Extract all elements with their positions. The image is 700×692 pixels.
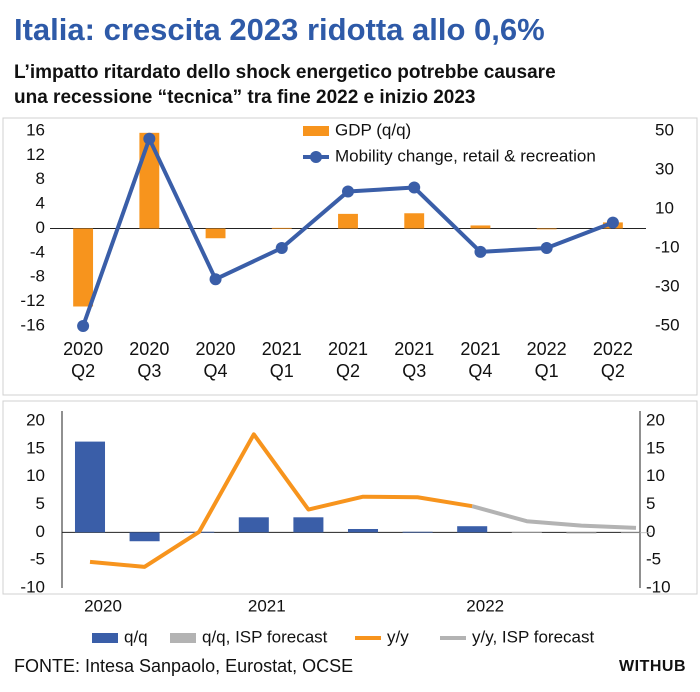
y2-tick-label: 50 [655, 120, 674, 139]
y2-tick-label: 30 [655, 159, 674, 178]
y2-tick-label: -30 [655, 276, 680, 295]
line [89, 432, 473, 569]
marker [606, 216, 619, 229]
bar [347, 528, 379, 533]
y-tick-label: -12 [20, 291, 45, 310]
bar [139, 132, 160, 229]
marker [342, 185, 354, 198]
x-tick-label: 2020 Q4 [195, 339, 236, 381]
panel-border [2, 117, 698, 396]
x-tick-label: 2022 [466, 596, 504, 615]
source: FONTE: Intesa Sanpaolo, Eurostat, OCSE [14, 656, 354, 676]
marker [143, 132, 156, 145]
marker [77, 320, 90, 332]
marker [275, 242, 288, 254]
bar [566, 532, 597, 534]
y-tick-label: -5 [30, 550, 45, 569]
y2-tick-label: 15 [646, 438, 665, 457]
bar [205, 228, 226, 239]
y-tick-label: -8 [30, 267, 45, 286]
x-tick-label: 2021 [248, 596, 286, 615]
y-tick-label: 16 [26, 120, 45, 139]
x-tick-label: 2021 Q1 [261, 339, 302, 381]
bar [74, 441, 106, 533]
legend-label: q/q, ISP forecast [202, 627, 328, 646]
x-tick-label: 2021 Q4 [460, 339, 501, 381]
y2-tick-label: -50 [655, 315, 680, 334]
marker [408, 181, 421, 194]
legend-swatch [310, 151, 322, 163]
y-tick-label: -4 [30, 242, 45, 261]
bar [620, 532, 652, 534]
y-tick-label: 10 [26, 466, 45, 485]
bar [536, 228, 557, 230]
y2-tick-label: 0 [646, 522, 655, 541]
x-tick-label: 2022 Q1 [526, 339, 567, 381]
legend-label: y/y, ISP forecast [472, 627, 594, 646]
y-tick-label: 4 [36, 194, 45, 213]
y2-tick-label: -10 [655, 237, 680, 256]
bar [238, 517, 269, 533]
x-tick-label: 2020 Q3 [129, 339, 170, 381]
y2-tick-label: -10 [646, 577, 671, 596]
x-tick-label: 2021 Q2 [327, 339, 369, 381]
legend-swatch [92, 633, 118, 643]
legend-label: GDP (q/q) [335, 120, 411, 139]
y2-tick-label: 10 [646, 466, 665, 485]
y-tick-label: 15 [26, 438, 45, 457]
subtitle: L’impatto ritardato dello shock energeti… [14, 62, 556, 108]
title: Italia: crescita 2023 ridotta allo 0,6% [14, 12, 545, 47]
marker [540, 242, 553, 254]
bar [129, 532, 160, 542]
y-tick-label: 0 [36, 522, 45, 541]
logo: WITHUB [619, 658, 686, 675]
line [471, 504, 637, 530]
bar [73, 228, 94, 307]
legend-label: q/q [124, 627, 148, 646]
y2-tick-label: 5 [646, 494, 655, 513]
legend-label: y/y [387, 627, 409, 646]
x-tick-label: 2020 Q2 [63, 339, 104, 381]
y-tick-label: -10 [20, 577, 45, 596]
bar [338, 213, 358, 229]
bar [404, 213, 425, 229]
panel-border [2, 400, 698, 595]
line [81, 136, 614, 327]
y-tick-label: 0 [36, 218, 45, 237]
bar [457, 526, 488, 533]
y-tick-label: 12 [26, 145, 45, 164]
y-tick-label: -16 [20, 315, 45, 334]
legend-label: Mobility change, retail & recreation [335, 146, 596, 165]
legend-swatch [303, 126, 329, 136]
x-tick-label: 2022 Q2 [592, 339, 633, 381]
bar [271, 227, 292, 229]
bar [293, 517, 324, 533]
bar [402, 531, 433, 533]
y-tick-label: 5 [36, 494, 45, 513]
y2-tick-label: 20 [646, 410, 665, 429]
bar [470, 225, 491, 229]
legend-swatch [170, 633, 196, 643]
x-tick-label: 2021 Q3 [394, 339, 435, 381]
y2-tick-label: -5 [646, 550, 661, 569]
y2-tick-label: 10 [655, 198, 674, 217]
x-tick-label: 2020 [84, 596, 122, 615]
marker [474, 245, 487, 258]
y-tick-label: 8 [36, 169, 45, 188]
bar [511, 531, 542, 533]
y-tick-label: 20 [26, 410, 45, 429]
marker [209, 273, 222, 286]
